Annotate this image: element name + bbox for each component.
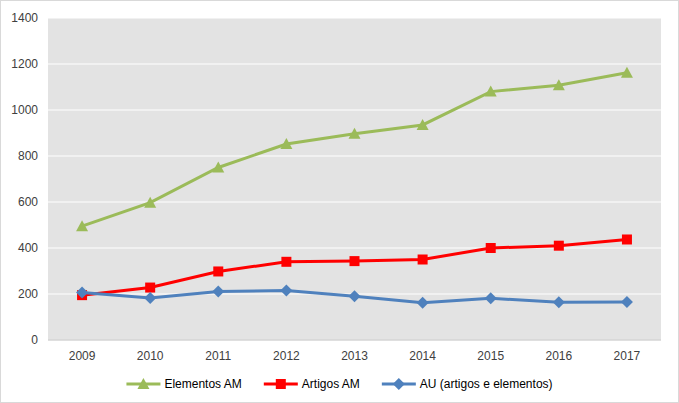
x-tick-label: 2012 (273, 349, 300, 363)
series-marker (212, 162, 224, 173)
y-tick-label: 1200 (11, 57, 38, 71)
legend-marker (137, 378, 149, 389)
grid-line (48, 202, 661, 203)
series-marker (280, 138, 292, 149)
series-marker (621, 296, 633, 308)
series-marker (281, 257, 291, 267)
series-marker (212, 285, 224, 297)
series-marker (553, 296, 565, 308)
series-line (82, 239, 627, 295)
legend-item: AU (artigos e elementos) (382, 377, 553, 391)
series-marker (145, 283, 155, 293)
x-tick-label: 2016 (545, 349, 572, 363)
series-marker (76, 220, 88, 231)
series-marker (213, 266, 223, 276)
series-marker (485, 86, 497, 97)
y-tick-label: 1000 (11, 103, 38, 117)
x-tick-label: 2014 (409, 349, 436, 363)
x-axis-line (48, 340, 661, 341)
series-marker (349, 290, 361, 302)
chart-container: 0 200 400 600 800 1000 1200 1400 2009 2010 2011 201… (0, 0, 679, 403)
legend-label: Artigos AM (302, 377, 360, 391)
series-marker (417, 119, 429, 130)
y-tick-label: 200 (18, 287, 38, 301)
x-tick-label: 2015 (477, 349, 504, 363)
legend-label: AU (artigos e elementos) (420, 377, 553, 391)
grid-line (48, 64, 661, 65)
legend-item: Elementos AM (126, 377, 241, 391)
legend: Elementos AM Artigos AM AU (artigos e elem… (126, 377, 552, 391)
series-marker (349, 128, 361, 139)
series-line (82, 73, 627, 226)
grid-line (48, 18, 661, 19)
series-line (82, 291, 627, 303)
series-marker (554, 241, 564, 251)
grid-line (48, 248, 661, 249)
series-marker (486, 243, 496, 253)
series-marker (418, 255, 428, 265)
y-tick-label: 400 (18, 241, 38, 255)
chart-svg: 0 200 400 600 800 1000 1200 1400 2009 2010 2011 201… (0, 0, 679, 403)
legend-marker (393, 378, 405, 390)
series-marker (485, 292, 497, 304)
plot-background (48, 18, 661, 340)
series-marker (553, 79, 565, 90)
x-tick-label: 2010 (137, 349, 164, 363)
x-tick-label: 2017 (614, 349, 641, 363)
series-marker (417, 297, 429, 309)
legend-label: Elementos AM (164, 377, 241, 391)
legend-marker (276, 379, 286, 389)
y-tick-label: 800 (18, 149, 38, 163)
chart-border (1, 1, 679, 403)
series-marker (280, 285, 292, 297)
y-tick-label: 600 (18, 195, 38, 209)
series-marker (144, 292, 156, 304)
y-tick-label: 1400 (11, 11, 38, 25)
series-group (76, 67, 633, 309)
grid-line (48, 340, 661, 341)
grid-line (48, 156, 661, 157)
x-tick-label: 2009 (69, 349, 96, 363)
grid-line (48, 110, 661, 111)
series-marker (622, 234, 632, 244)
legend-item: Artigos AM (264, 377, 360, 391)
series-marker (621, 67, 633, 78)
series-marker (144, 197, 156, 208)
series-marker (350, 256, 360, 266)
y-tick-label: 0 (31, 333, 38, 347)
series-marker (76, 286, 88, 298)
x-tick-label: 2013 (341, 349, 368, 363)
x-tick-label: 2011 (205, 349, 231, 363)
